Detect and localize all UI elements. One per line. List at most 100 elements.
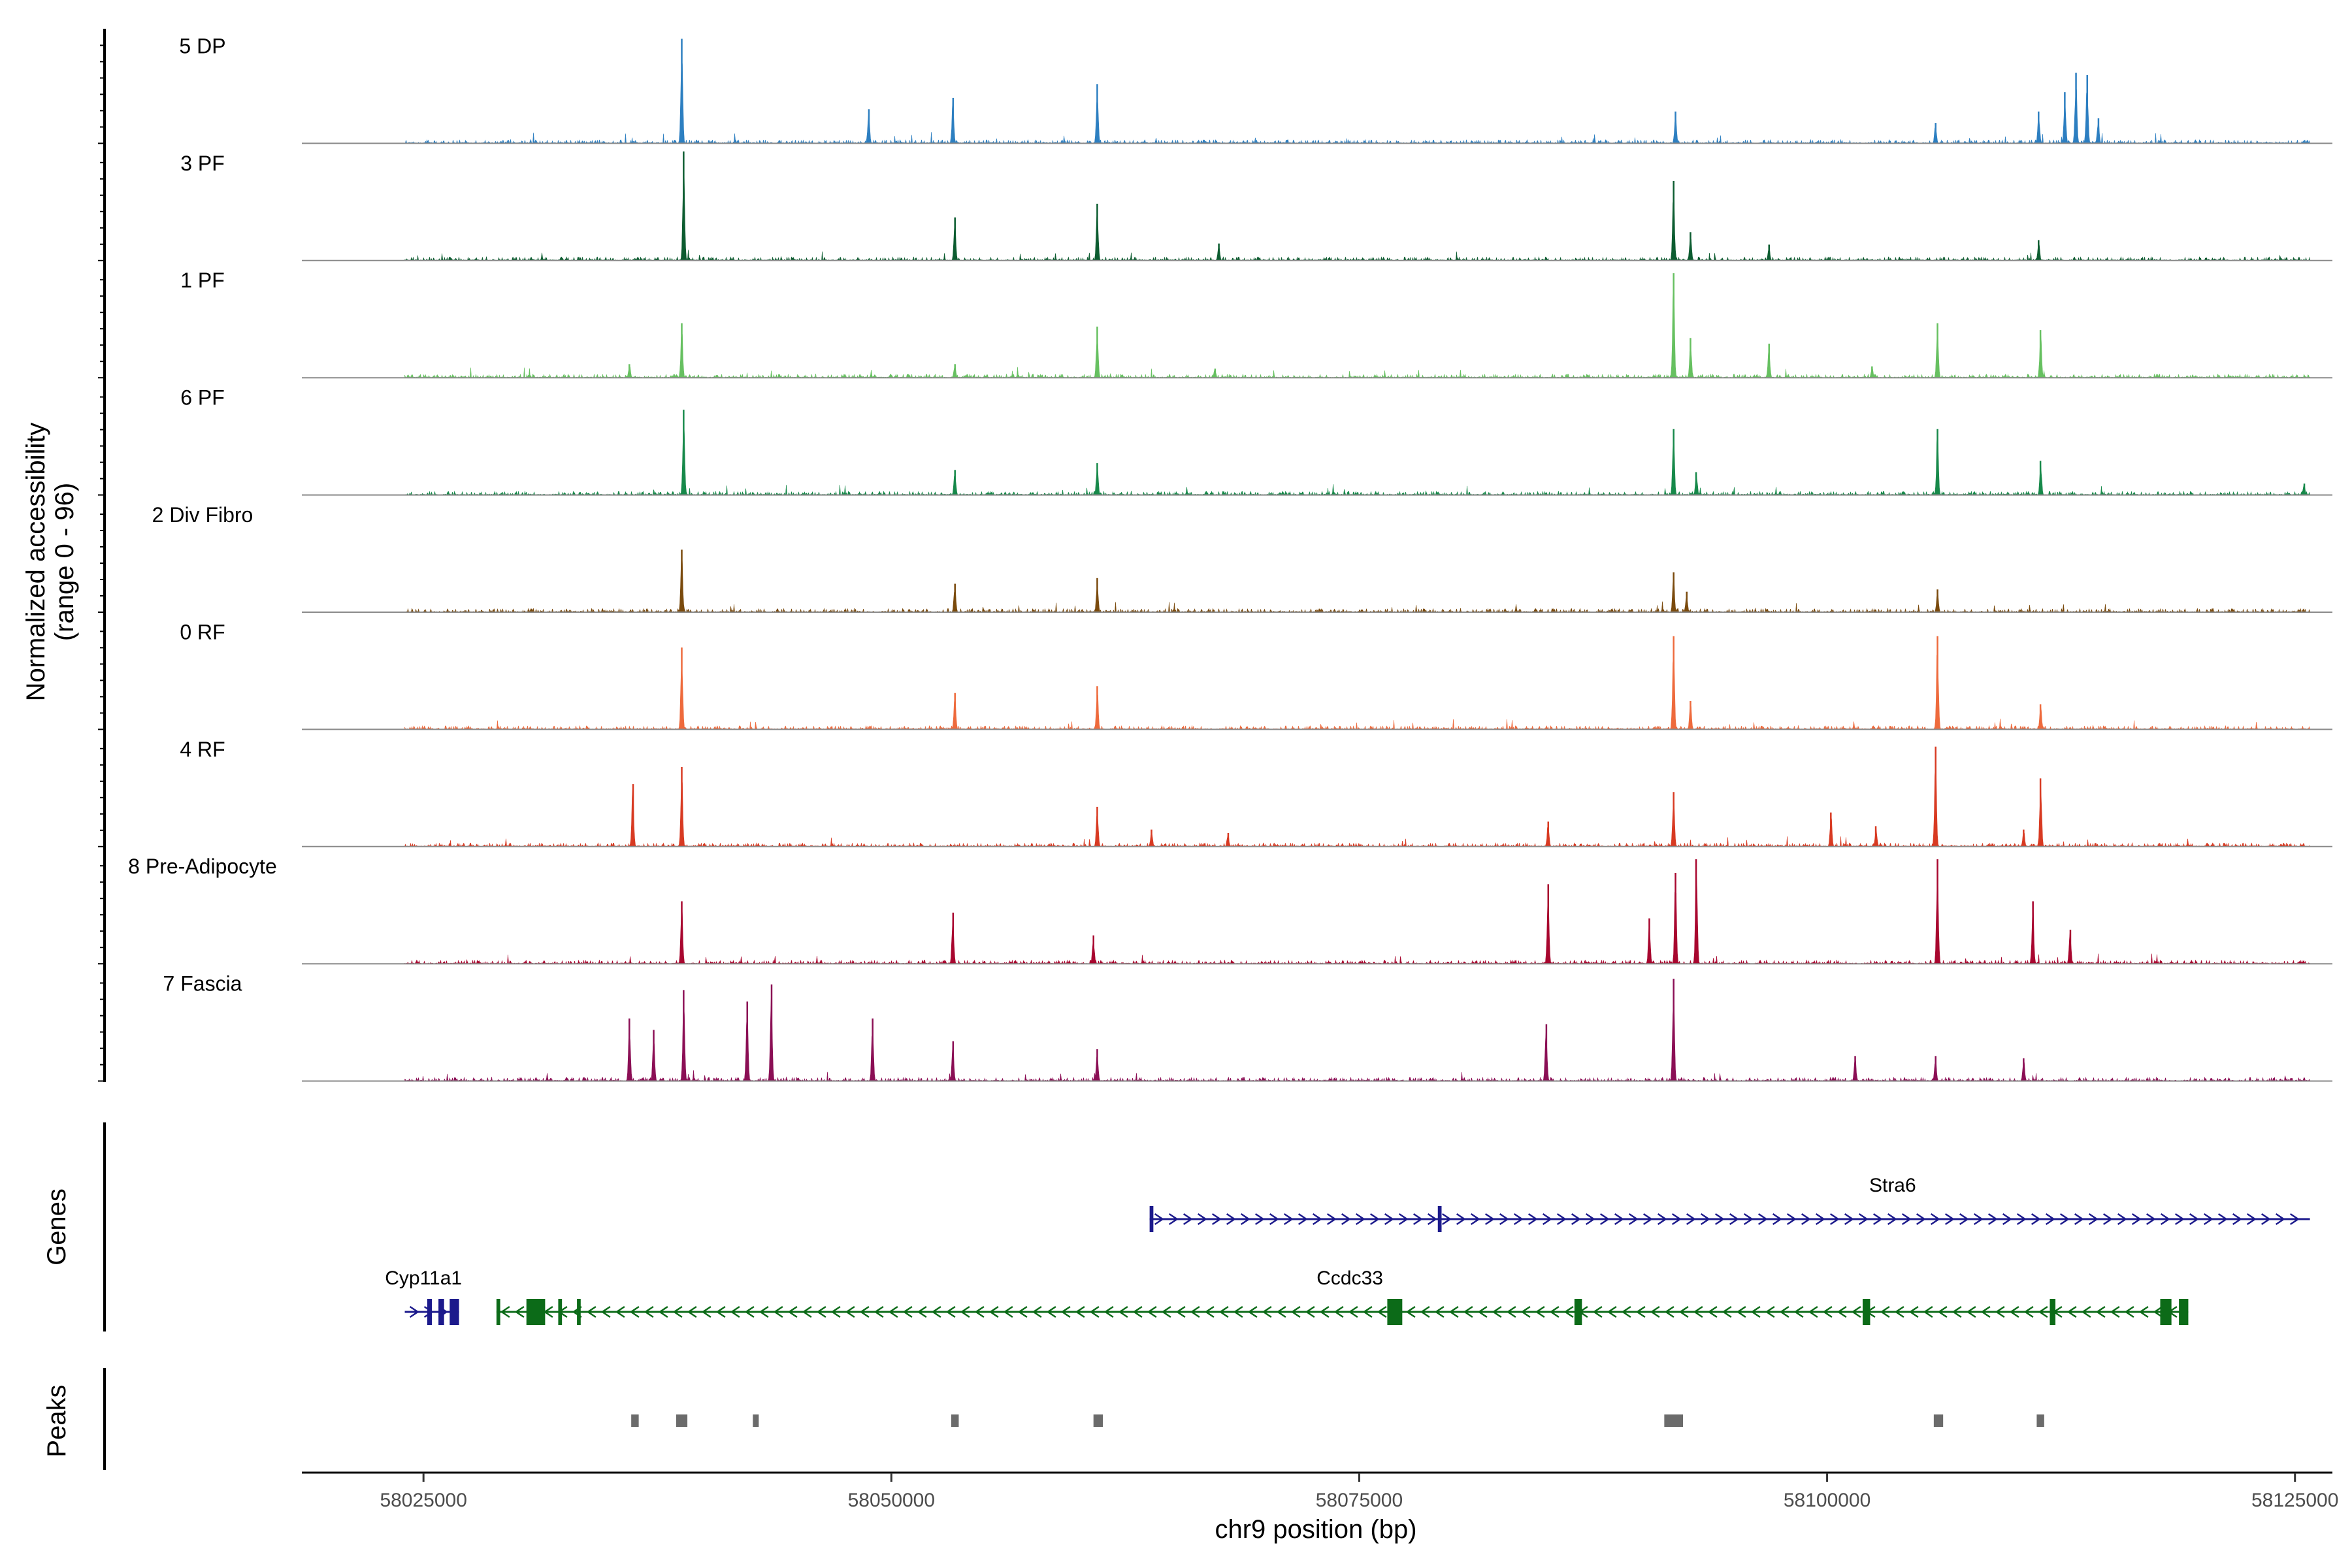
strand-arrow (1894, 1305, 1904, 1318)
strand-arrow (1801, 1213, 1811, 1226)
strand-arrow (2002, 1213, 2012, 1226)
y-axis-title: Normalized accessibility (22, 423, 50, 702)
coverage-area (404, 57, 2311, 144)
strand-arrow (2023, 1305, 2034, 1318)
strand-arrow (1154, 1213, 1164, 1226)
strand-arrow (1693, 1305, 1703, 1318)
strand-arrow (1434, 1305, 1445, 1318)
strand-arrow (802, 1305, 812, 1318)
strand-arrow (2066, 1305, 2077, 1318)
strand-arrow (1348, 1305, 1358, 1318)
strand-arrow (1470, 1213, 1480, 1226)
strand-arrow (1772, 1213, 1782, 1226)
strand-arrow (1844, 1213, 1854, 1226)
exon-block (1574, 1299, 1582, 1325)
strand-arrow (888, 1305, 898, 1318)
strand-arrow (1276, 1305, 1286, 1318)
strand-arrow (1995, 1305, 2005, 1318)
strand-arrow (773, 1305, 783, 1318)
strand-arrow (1333, 1305, 1344, 1318)
exon-block (558, 1299, 563, 1325)
strand-arrow (830, 1305, 841, 1318)
strand-arrow (902, 1305, 913, 1318)
strand-arrow (1204, 1305, 1215, 1318)
x-axis: chr9 position (bp) 58025000 58050000 58075… (302, 1471, 2338, 1544)
strand-arrow (1226, 1213, 1236, 1226)
peak-region (676, 1414, 688, 1427)
peak-region (1933, 1414, 1944, 1427)
strand-arrow (658, 1305, 668, 1318)
strand-arrow (2088, 1213, 2099, 1226)
coverage-area (404, 419, 2310, 496)
gene-model: Cyp11a1 (385, 1267, 462, 1325)
strand-arrow (1175, 1305, 1186, 1318)
coverage-track: 5 DP (179, 34, 2332, 144)
strand-arrow (1722, 1305, 1732, 1318)
coverage-track: 3 PF (180, 152, 2332, 261)
coverage-tracks: 5 DP 3 PF 1 PF 6 PF 2 Div Fibro 0 RF 4 RF 8 Pre… (128, 34, 2332, 1082)
strand-arrow (1901, 1213, 1912, 1226)
strand-arrow (2009, 1305, 2019, 1318)
peak-region (951, 1414, 959, 1427)
strand-arrow (1398, 1213, 1409, 1226)
strand-arrow (1298, 1213, 1308, 1226)
strand-arrow (514, 1305, 525, 1318)
strand-arrow (2275, 1213, 2285, 1226)
track-label: 5 DP (179, 34, 225, 57)
strand-arrow (1384, 1213, 1394, 1226)
strand-arrow (1262, 1305, 1272, 1318)
strand-arrow (1872, 1213, 1883, 1226)
strand-arrow (2110, 1305, 2120, 1318)
coverage-area (404, 868, 2311, 965)
strand-arrow (2261, 1213, 2271, 1226)
x-tick-label: 58075000 (1316, 1490, 1403, 1511)
track-label: 6 PF (180, 386, 225, 410)
strand-arrow (1463, 1305, 1473, 1318)
strand-arrow (1628, 1213, 1639, 1226)
track-label: 3 PF (180, 152, 225, 175)
peak-region (1093, 1414, 1103, 1427)
strand-arrow (701, 1305, 711, 1318)
strand-arrow (1269, 1213, 1279, 1226)
strand-arrow (787, 1305, 798, 1318)
strand-arrow (988, 1305, 999, 1318)
strand-arrow (1743, 1213, 1754, 1226)
peak-region (631, 1414, 639, 1427)
peak-region (2036, 1414, 2044, 1427)
strand-arrow (423, 1305, 434, 1318)
strand-arrow (1736, 1305, 1746, 1318)
strand-arrow (1657, 1213, 1667, 1226)
strand-arrow (1456, 1213, 1466, 1226)
strand-arrow (1527, 1213, 1538, 1226)
strand-arrow (1599, 1213, 1610, 1226)
strand-arrow (2074, 1213, 2084, 1226)
strand-arrow (1254, 1213, 1265, 1226)
strand-arrow (1757, 1213, 1768, 1226)
strand-arrow (730, 1305, 740, 1318)
strand-arrow (1779, 1305, 1789, 1318)
strand-arrow (2289, 1213, 2300, 1226)
strand-arrow (1973, 1213, 1984, 1226)
strand-arrow (1650, 1305, 1660, 1318)
strand-arrow (2217, 1213, 2228, 1226)
strand-arrow (1858, 1213, 1869, 1226)
strand-arrow (1499, 1213, 1509, 1226)
exon-block (2179, 1299, 2189, 1325)
accessibility-axis: Normalized accessibility (range 0 - 96) (22, 29, 106, 1082)
strand-arrow (2081, 1305, 2091, 1318)
strand-arrow (1793, 1305, 1804, 1318)
strand-arrow (1729, 1213, 1739, 1226)
strand-arrow (1448, 1305, 1459, 1318)
gene-label: Cyp11a1 (385, 1267, 462, 1289)
strand-arrow (1089, 1305, 1100, 1318)
strand-arrow (1987, 1213, 1998, 1226)
track-label: 7 Fascia (163, 972, 242, 996)
strand-arrow (1233, 1305, 1243, 1318)
exon-block (1149, 1206, 1154, 1232)
strand-arrow (2174, 1213, 2185, 1226)
strand-arrow (1592, 1305, 1603, 1318)
genes-panel: Genes Stra6 Cyp11a1 Ccdc33 (42, 1122, 2310, 1331)
strand-arrow (816, 1305, 826, 1318)
strand-arrow (1362, 1305, 1373, 1318)
strand-arrow (1319, 1305, 1330, 1318)
